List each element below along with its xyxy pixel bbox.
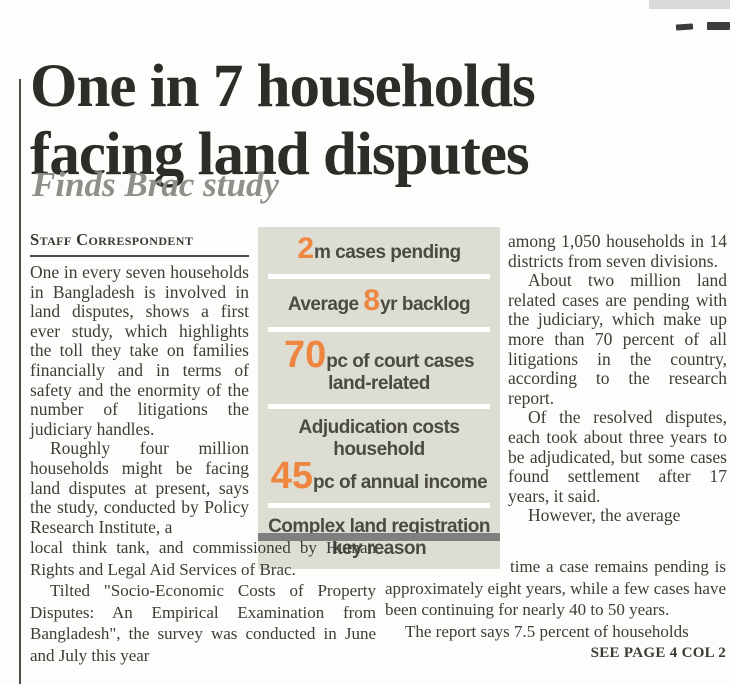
stat-row-cases-pending: 2m cases pending — [258, 227, 500, 274]
byline-block: Staff Correspondent — [30, 230, 249, 257]
stat-label: yr backlog — [380, 294, 471, 316]
headline-line-1: One in 7 households — [30, 52, 536, 120]
paragraph: local think tank, and commissioned by Hu… — [30, 538, 376, 579]
stat-label: Complex land registration key reason — [268, 515, 490, 560]
paragraph: Roughly four million households might be… — [30, 438, 249, 537]
headline-line-2: facing land disputes — [30, 120, 530, 188]
stat-label: m cases pending — [314, 242, 461, 263]
scan-artifact-strip — [649, 0, 730, 9]
stat-row-court-cases: 70pc of court cases land-related — [258, 332, 500, 404]
column-right: among 1,050 households in 14 districts f… — [508, 231, 727, 526]
stat-label: Adjudication costs household — [298, 416, 460, 461]
headline: One in 7 households facing land disputes — [30, 53, 720, 189]
paragraph: One in every seven households in Banglad… — [30, 262, 249, 439]
byline: Staff Correspondent — [30, 230, 194, 249]
column-left-bottom: local think tank, and commissioned by Hu… — [30, 537, 376, 667]
byline-rule — [30, 255, 249, 257]
paragraph: However, the average — [528, 505, 681, 526]
row-divider — [268, 403, 490, 409]
paragraph: Tilted "Socio-Economic Costs of Property… — [30, 581, 376, 665]
scan-artifact-mark — [675, 23, 694, 31]
row-divider — [268, 326, 490, 332]
scan-artifact-mark — [707, 22, 730, 30]
stat-row-backlog: Average 8yr backlog — [258, 279, 500, 326]
subhead: Finds Brac study — [32, 165, 279, 204]
paragraph: The report says 7.5 percent of household… — [405, 621, 689, 641]
stat-label: pc of court cases land-related — [326, 350, 475, 395]
continuation-note: SEE PAGE 4 COL 2 — [590, 645, 726, 662]
paragraph: Of the resolved disputes, each took abou… — [508, 407, 727, 506]
stat-value: 2 — [297, 232, 314, 265]
row-divider — [268, 502, 490, 508]
infobox-bottom-bar — [258, 533, 500, 541]
stats-infobox: 2m cases pending Average 8yr backlog 70p… — [258, 227, 500, 569]
row-divider — [268, 274, 490, 280]
stat-value: 8 — [363, 284, 381, 318]
stat-row-adjudication-cost: Adjudication costs household 45pc of ann… — [258, 409, 500, 503]
stat-row-registration-reason: Complex land registration key reason — [258, 508, 500, 569]
paragraph: About two million land related cases are… — [508, 270, 727, 408]
stat-value: 70 — [283, 333, 327, 376]
paragraph: among 1,050 households in 14 districts f… — [508, 231, 727, 271]
column-right-bottom: time a case remains pending is approxima… — [385, 556, 726, 662]
column-left: One in every seven households in Banglad… — [30, 262, 249, 537]
stat-label: Average — [287, 294, 364, 316]
stat-value: 45 — [270, 455, 314, 498]
stat-label: pc of annual income — [313, 472, 488, 494]
paragraph: time a case remains pending is approxima… — [385, 557, 726, 620]
column-margin-rule — [19, 79, 21, 684]
